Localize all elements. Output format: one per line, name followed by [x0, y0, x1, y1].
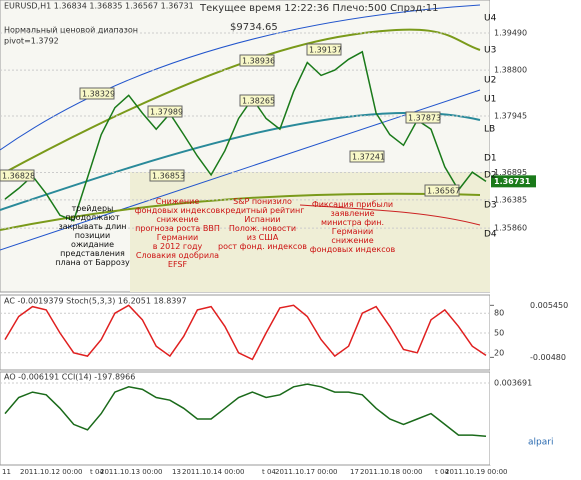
- price-label: 1.38936: [242, 57, 275, 66]
- y-tick-label: 1.36385: [494, 195, 527, 204]
- level-label: U2: [484, 76, 496, 86]
- price-label-box: [239, 94, 275, 107]
- symbol: EURUSD,H1 1.36834 1.36835 1.36567 1.3673…: [4, 2, 194, 11]
- current-price: 1.36731: [494, 177, 531, 186]
- broker: alpari: [528, 438, 553, 448]
- y2-tick-label: 0.005450: [530, 301, 568, 310]
- price-label-box: [239, 54, 275, 67]
- y-tick-label: 0.003691: [494, 379, 532, 388]
- y-tick-label: 1.38800: [494, 66, 527, 75]
- x-tick-label: 2011.10.13 00:00: [100, 468, 162, 476]
- x-tick-label: t 04: [262, 468, 276, 476]
- panel-title: AO -0.006191 CCI(14) -197.8966: [4, 373, 135, 382]
- y-tick-label: 1.37945: [494, 112, 527, 121]
- y-tick-label: 20: [494, 348, 504, 357]
- x-tick-label: 2011.10.18 00:00: [360, 468, 422, 476]
- x-tick-label: 2011.10.17 00:00: [275, 468, 337, 476]
- price-label: 1.38329: [82, 90, 115, 99]
- annotation: Фиксация прибыли заявление министра фин.…: [309, 200, 396, 254]
- x-tick-label: 13: [172, 468, 181, 476]
- price-label: 1.37241: [352, 153, 385, 162]
- price-label: 1.36567: [427, 187, 460, 196]
- upper-band: [0, 4, 481, 151]
- x-tick-label: 2011.10.19 00:00: [445, 468, 507, 476]
- price-line: [4, 304, 487, 361]
- y-tick-label: 1.35860: [494, 224, 527, 233]
- level-label: U4: [484, 14, 497, 24]
- level-label: D4: [484, 230, 497, 240]
- price-label-box: [147, 105, 183, 118]
- level-label: D2: [484, 171, 497, 181]
- panel-title: AC -0.0019379 Stoch(5,3,3) 16.2051 18.83…: [4, 297, 187, 306]
- pivot: pivot=1.3792: [4, 37, 59, 46]
- price-label-box: [306, 43, 342, 56]
- price-line: [4, 50, 487, 222]
- x-tick-label: t 04: [435, 468, 449, 476]
- ma-upper: [0, 28, 481, 176]
- price-label-box: [0, 169, 35, 182]
- y-tick-label: 1.36895: [494, 168, 527, 177]
- x-tick-label: 11: [2, 468, 11, 476]
- price-label: 1.39137: [309, 46, 342, 55]
- level-label: D3: [484, 201, 497, 211]
- price-label: 1.36853: [152, 172, 185, 181]
- price-label-box: [424, 184, 460, 197]
- x-tick-label: 17: [350, 468, 359, 476]
- x-tick-label: 2011.10.12 00:00: [20, 468, 82, 476]
- x-tick-label: 2011.10.14 00:00: [182, 468, 244, 476]
- level-label: LB: [484, 125, 495, 135]
- annotation: S&P понизило кредитный рейтинг Испании П…: [218, 197, 307, 251]
- y-tick-label: 1.39490: [494, 28, 527, 37]
- status: Текущее время 12:22:36 Плечо:500 Спрэд:1…: [199, 3, 438, 14]
- price-label-box: [149, 169, 185, 182]
- level-label: D1: [484, 154, 497, 164]
- y2-tick-label: -0.00480: [530, 353, 566, 362]
- price-label-box: [349, 150, 385, 163]
- y-tick-label: 80: [494, 309, 504, 318]
- right-axis: [490, 0, 581, 465]
- price-label: 1.37989: [150, 108, 183, 117]
- ma-lower: [0, 192, 481, 231]
- price-label: 1.38265: [242, 97, 275, 106]
- level-label: U1: [484, 95, 496, 105]
- x-tick-label: t 04: [90, 468, 104, 476]
- price-label-box: [79, 87, 115, 100]
- price-label-box: [405, 111, 441, 124]
- range-note: Нормальный ценовой диапазон: [4, 26, 138, 35]
- balance: $9734.65: [230, 22, 278, 33]
- ao-panel: [0, 371, 491, 466]
- price-label: 1.36828: [2, 172, 35, 181]
- current-price-box: [491, 175, 536, 188]
- price-label: 1.37873: [408, 114, 441, 123]
- ma-red: [299, 204, 481, 226]
- annotation: Снижение фондовых индексов снижение прог…: [134, 197, 221, 269]
- annotation: трейдеры продолжают закрывать длин позиц…: [55, 204, 130, 267]
- y-tick-label: 50: [494, 329, 504, 338]
- level-label: U3: [484, 46, 496, 56]
- price-line: [4, 383, 487, 437]
